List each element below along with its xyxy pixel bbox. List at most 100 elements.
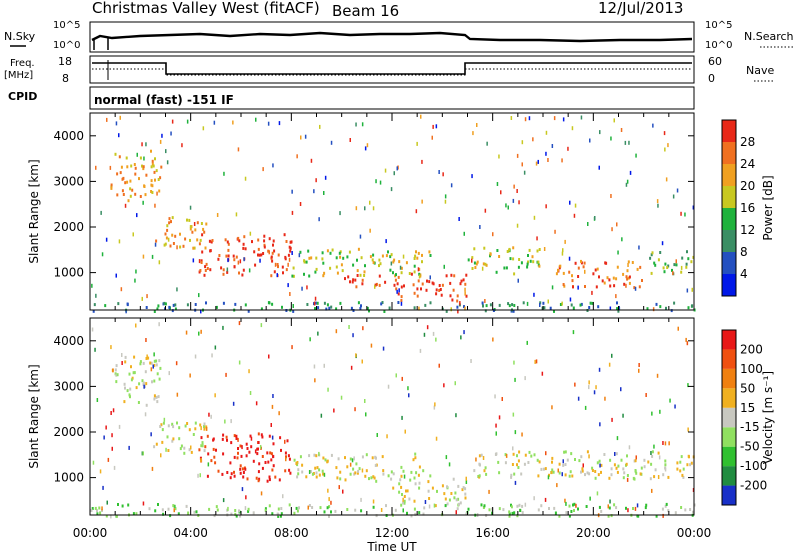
power-cell: [163, 243, 166, 247]
velocity-noise-cell: [96, 398, 99, 402]
power-noise-cell: [291, 251, 293, 255]
power-noise-cell: [100, 210, 102, 215]
velocity-noise-cell: [664, 441, 667, 446]
velocity-cell: [288, 503, 291, 507]
power-cell: [145, 306, 148, 309]
velocity-noise-cell: [362, 326, 364, 331]
power-cell: [217, 257, 220, 261]
velocity-cell: [264, 507, 267, 511]
velocity-noise-cell: [309, 337, 311, 342]
velocity-cell: [115, 373, 118, 377]
velocity-cell: [418, 465, 421, 469]
power-noise-cell: [533, 215, 536, 220]
velocity-cell: [167, 507, 170, 511]
velocity-cell: [446, 485, 448, 489]
velocity-cell: [400, 474, 403, 478]
velocity-cell: [91, 507, 94, 510]
velocity-cell: [645, 503, 648, 507]
velocity-noise-cell: [238, 321, 241, 326]
velocity-cell: [176, 421, 178, 425]
power-noise-cell: [528, 116, 531, 121]
velocity-noise-cell: [255, 401, 258, 406]
velocity-noise-cell: [635, 455, 637, 460]
power-cell: [322, 261, 325, 265]
power-cell: [400, 299, 403, 302]
velocity-cell: [195, 510, 198, 514]
power-cell: [251, 240, 253, 244]
power-cell: [205, 262, 208, 266]
velocity-xtick-label: 20:00: [576, 526, 611, 540]
velocity-noise-cell: [561, 472, 563, 477]
power-cell: [174, 307, 177, 311]
velocity-noise-cell: [110, 345, 112, 350]
velocity-cell: [274, 475, 277, 479]
power-noise-cell: [553, 116, 556, 121]
power-cell: [445, 309, 448, 313]
velocity-noise-cell: [224, 419, 226, 424]
power-cell: [532, 260, 535, 264]
noise-left-tick-top: 10^5: [53, 20, 80, 31]
power-cell: [673, 301, 676, 305]
power-cell: [244, 247, 247, 251]
power-noise-cell: [635, 153, 637, 158]
power-cell: [242, 246, 245, 250]
velocity-cell: [94, 506, 97, 510]
velocity-cell: [644, 506, 647, 510]
power-noise-cell: [330, 140, 333, 145]
velocity-cell: [90, 508, 93, 512]
power-cell: [473, 261, 476, 265]
power-cell: [204, 269, 207, 272]
velocity-cell: [130, 365, 132, 369]
velocity-cell: [600, 509, 603, 513]
power-cell: [395, 287, 398, 291]
power-cell: [413, 306, 416, 310]
velocity-cell: [361, 455, 364, 459]
velocity-cell: [284, 469, 287, 473]
velocity-noise-cell: [626, 477, 629, 482]
velocity-cell: [314, 466, 317, 470]
power-cell: [257, 253, 259, 257]
velocity-cell: [581, 469, 584, 473]
velocity-cell: [674, 511, 677, 515]
velocity-cell: [540, 504, 543, 508]
power-noise-cell: [181, 143, 183, 148]
velocity-noise-cell: [250, 436, 253, 441]
velocity-cell: [172, 504, 175, 508]
velocity-cell: [537, 508, 540, 512]
power-cell: [257, 238, 260, 242]
velocity-noise-cell: [534, 359, 536, 364]
velocity-cell: [667, 509, 670, 513]
velocity-cell: [418, 486, 421, 490]
velocity-cell: [153, 363, 156, 367]
velocity-cell: [171, 422, 174, 426]
power-cell: [522, 301, 525, 305]
velocity-cell: [270, 452, 273, 456]
velocity-noise-cell: [376, 433, 378, 437]
velocity-noise-cell: [142, 451, 144, 456]
velocity-ytick-label: 1000: [53, 471, 84, 485]
velocity-cell: [649, 477, 652, 481]
velocity-cell: [190, 450, 193, 454]
velocity-noise-cell: [658, 455, 661, 460]
velocity-cell: [414, 456, 417, 460]
velocity-cell: [418, 481, 421, 485]
power-cell: [335, 265, 338, 269]
velocity-cell: [308, 454, 311, 458]
velocity-cell: [413, 507, 416, 511]
power-noise-cell: [638, 245, 640, 250]
velocity-cell: [355, 462, 358, 466]
velocity-noise-cell: [482, 456, 485, 460]
date-label: 12/Jul/2013: [598, 0, 683, 17]
velocity-cell: [453, 496, 456, 500]
velocity-cell: [368, 477, 370, 481]
power-noise-cell: [313, 189, 315, 194]
power-cell: [582, 265, 585, 269]
power-cell: [580, 302, 583, 306]
power-noise-cell: [291, 189, 293, 194]
power-colorbar-segment: [722, 274, 736, 296]
velocity-cell: [483, 504, 486, 508]
power-cell: [325, 307, 328, 311]
power-cell: [655, 302, 658, 306]
power-noise-cell: [611, 227, 613, 232]
power-noise-cell: [486, 141, 488, 146]
